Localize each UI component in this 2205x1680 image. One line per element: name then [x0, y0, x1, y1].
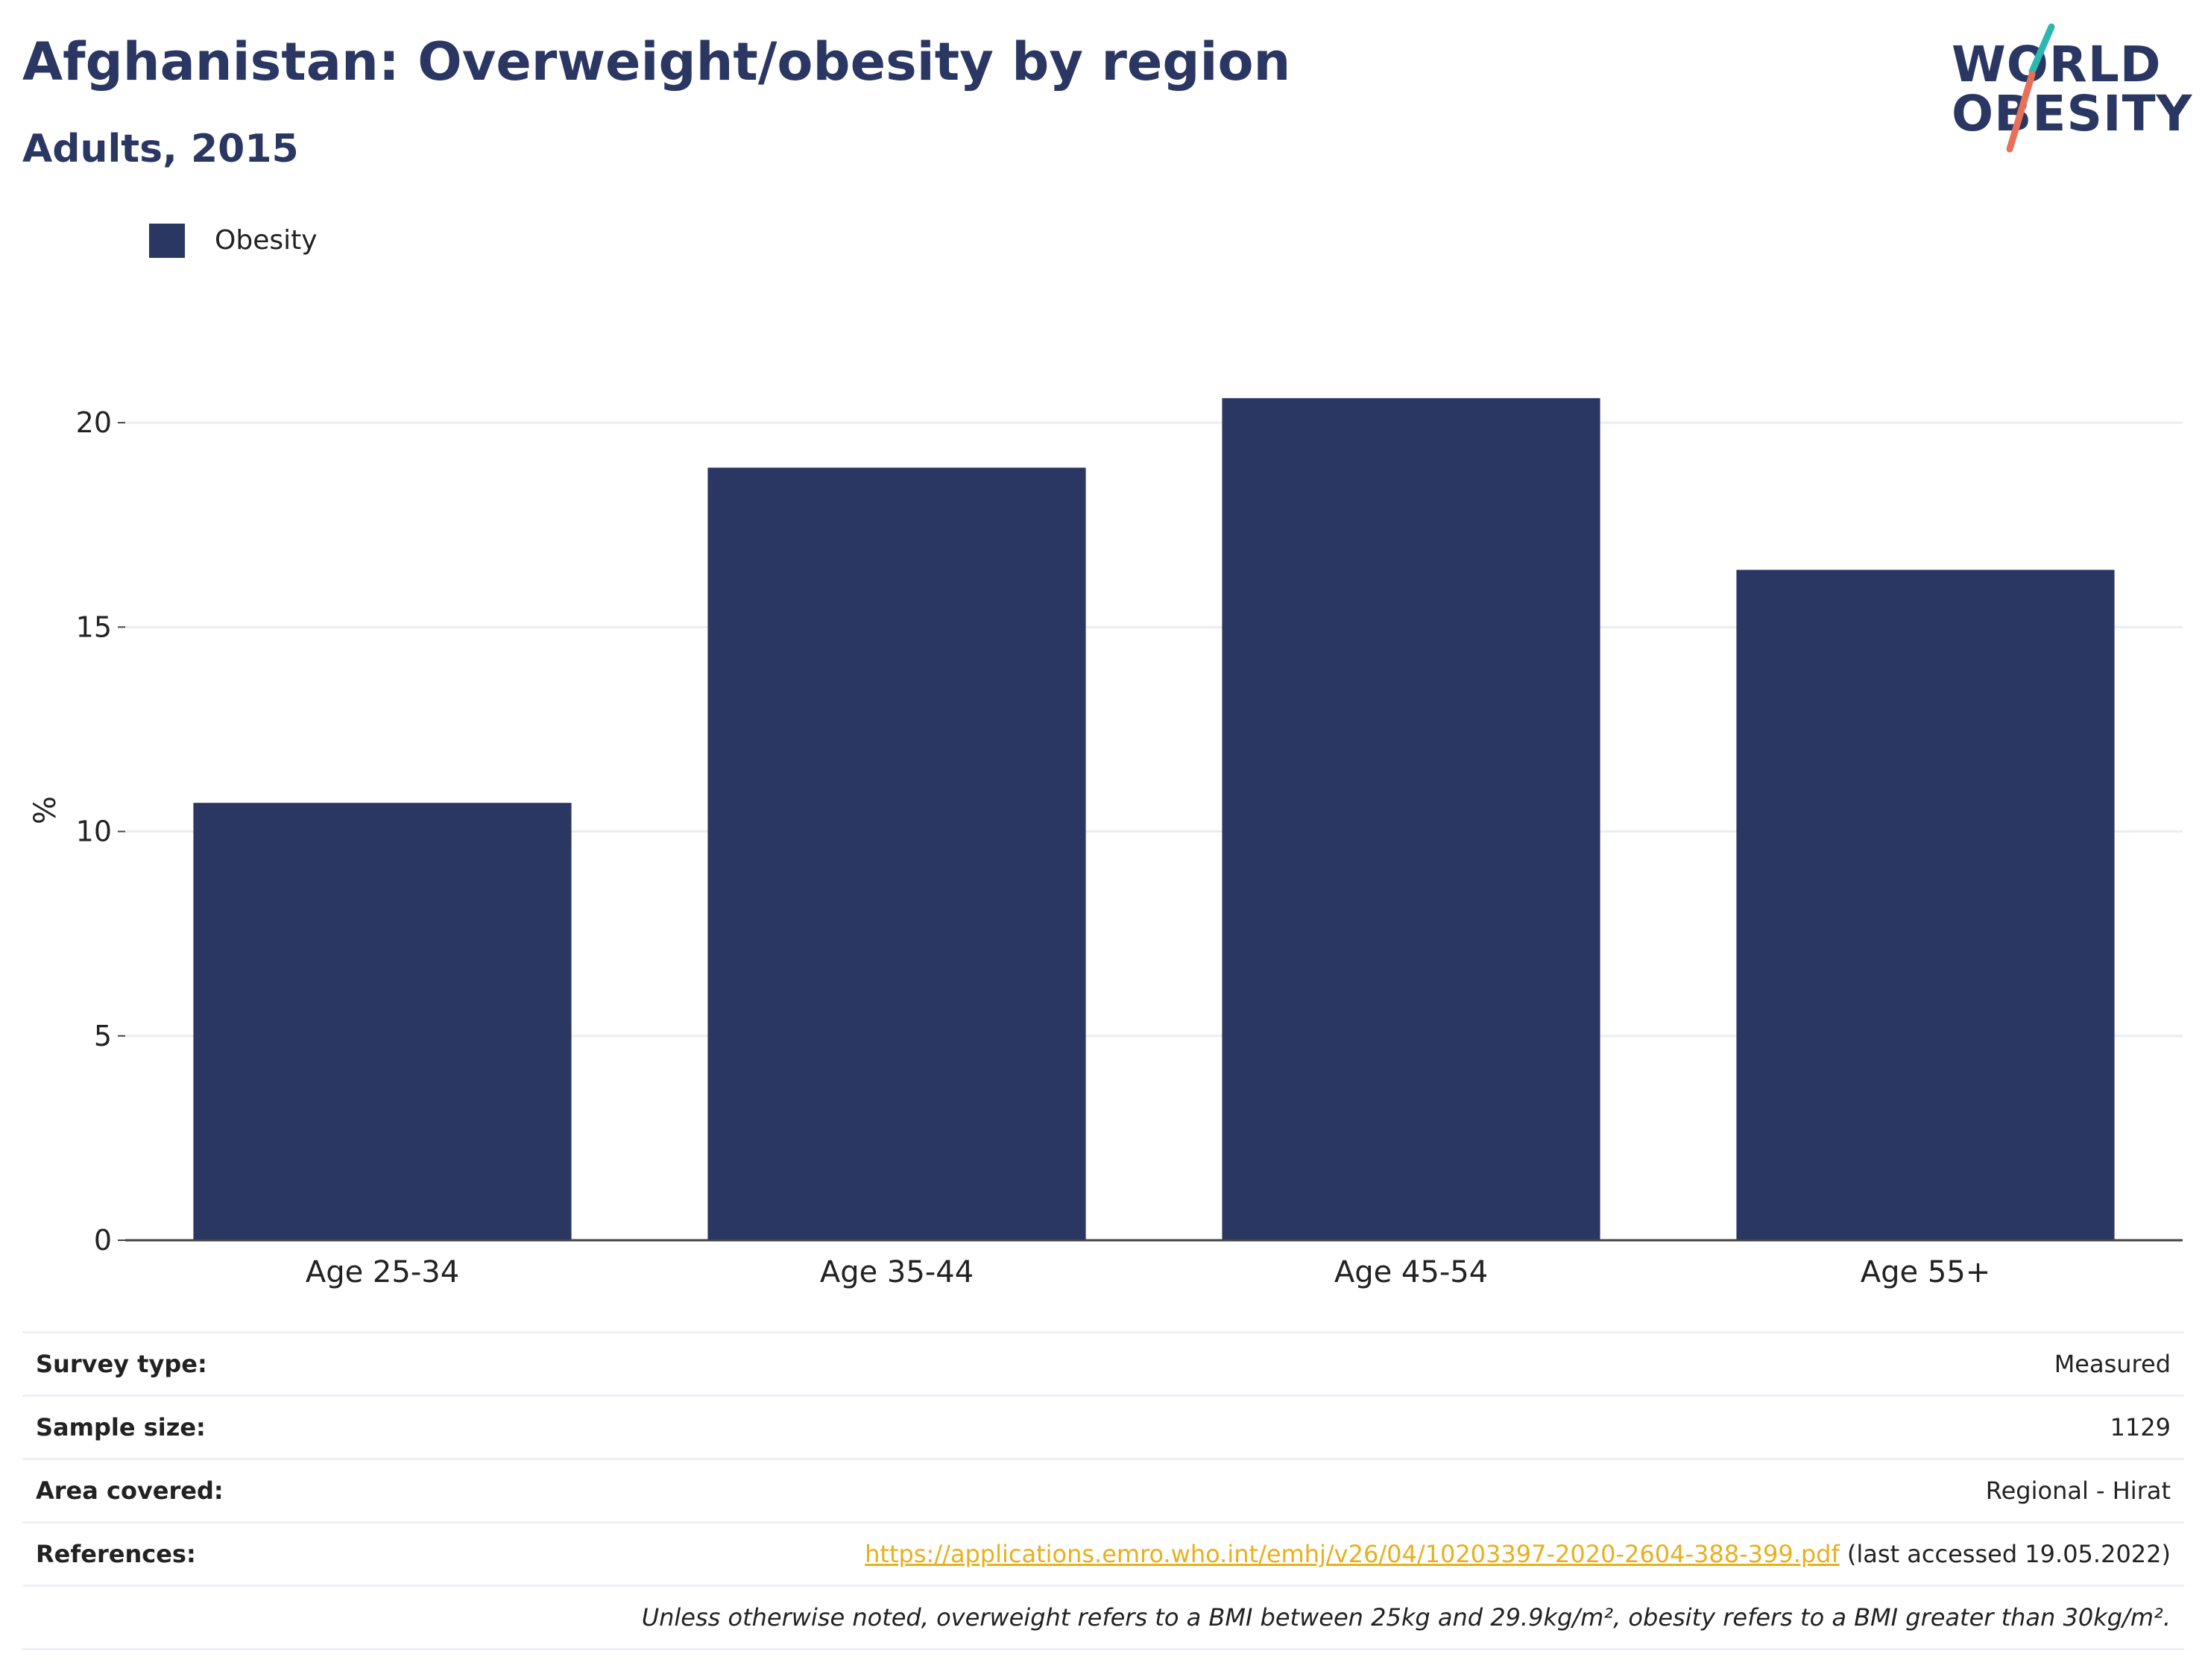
y-tick-label: 5 — [94, 1020, 112, 1052]
bar-age-25-34 — [193, 803, 572, 1240]
world-obesity-logo[interactable]: WORLD OBESITY — [1938, 22, 2192, 157]
bar-age-45-54 — [1222, 398, 1600, 1240]
reference-accessed: (last accessed 19.05.2022) — [1839, 1540, 2171, 1568]
logo-line-2: OBESITY — [1952, 85, 2193, 142]
info-row-survey-type: Survey type: Measured — [22, 1331, 2184, 1395]
survey-type-value: Measured — [2054, 1350, 2171, 1378]
info-row-area-covered: Area covered: Regional - Hirat — [22, 1458, 2184, 1521]
y-tick-label: 20 — [76, 406, 112, 439]
survey-type-label: Survey type: — [36, 1350, 207, 1378]
x-tick-label: Age 25-34 — [306, 1255, 459, 1289]
x-tick-label: Age 45-54 — [1334, 1255, 1488, 1289]
references-value: https://applications.emro.who.int/emhj/v… — [865, 1540, 2171, 1568]
logo-slash-icon — [2006, 23, 2055, 153]
info-row-note: Unless otherwise noted, overweight refer… — [22, 1585, 2184, 1650]
reference-link[interactable]: https://applications.emro.who.int/emhj/v… — [865, 1540, 1840, 1568]
chart-title: Afghanistan: Overweight/obesity by regio… — [22, 31, 1291, 92]
bar-age-55- — [1736, 569, 2115, 1240]
bar-age-35-44 — [707, 467, 1086, 1241]
y-tick-label: 15 — [76, 610, 112, 643]
bar-chart: 0 5 10 15 20 Age 25-34 Age 35-44 Age 45-54 Age 5… — [28, 398, 2183, 1289]
x-tick-label: Age 35-44 — [820, 1255, 974, 1289]
legend-swatch-obesity — [149, 224, 185, 258]
sample-size-label: Sample size: — [36, 1413, 206, 1441]
sample-size-value: 1129 — [2110, 1413, 2171, 1441]
logo-line-1: WORLD — [1952, 36, 2162, 93]
y-tick-label: 0 — [94, 1224, 112, 1257]
info-row-sample-size: Sample size: 1129 — [22, 1395, 2184, 1458]
y-axis-label: % — [28, 796, 63, 824]
area-covered-value: Regional - Hirat — [1985, 1477, 2171, 1505]
info-row-references: References: https://applications.emro.wh… — [22, 1521, 2184, 1585]
references-label: References: — [36, 1540, 196, 1568]
survey-info-table: Survey type: Measured Sample size: 1129 … — [22, 1331, 2184, 1650]
y-tick-label: 10 — [76, 815, 112, 848]
chart-subtitle: Adults, 2015 — [22, 127, 299, 171]
x-tick-label: Age 55+ — [1861, 1255, 1991, 1289]
legend-label-obesity: Obesity — [215, 225, 318, 256]
bmi-definition-note: Unless otherwise noted, overweight refer… — [641, 1603, 2171, 1632]
area-covered-label: Area covered: — [36, 1477, 224, 1505]
